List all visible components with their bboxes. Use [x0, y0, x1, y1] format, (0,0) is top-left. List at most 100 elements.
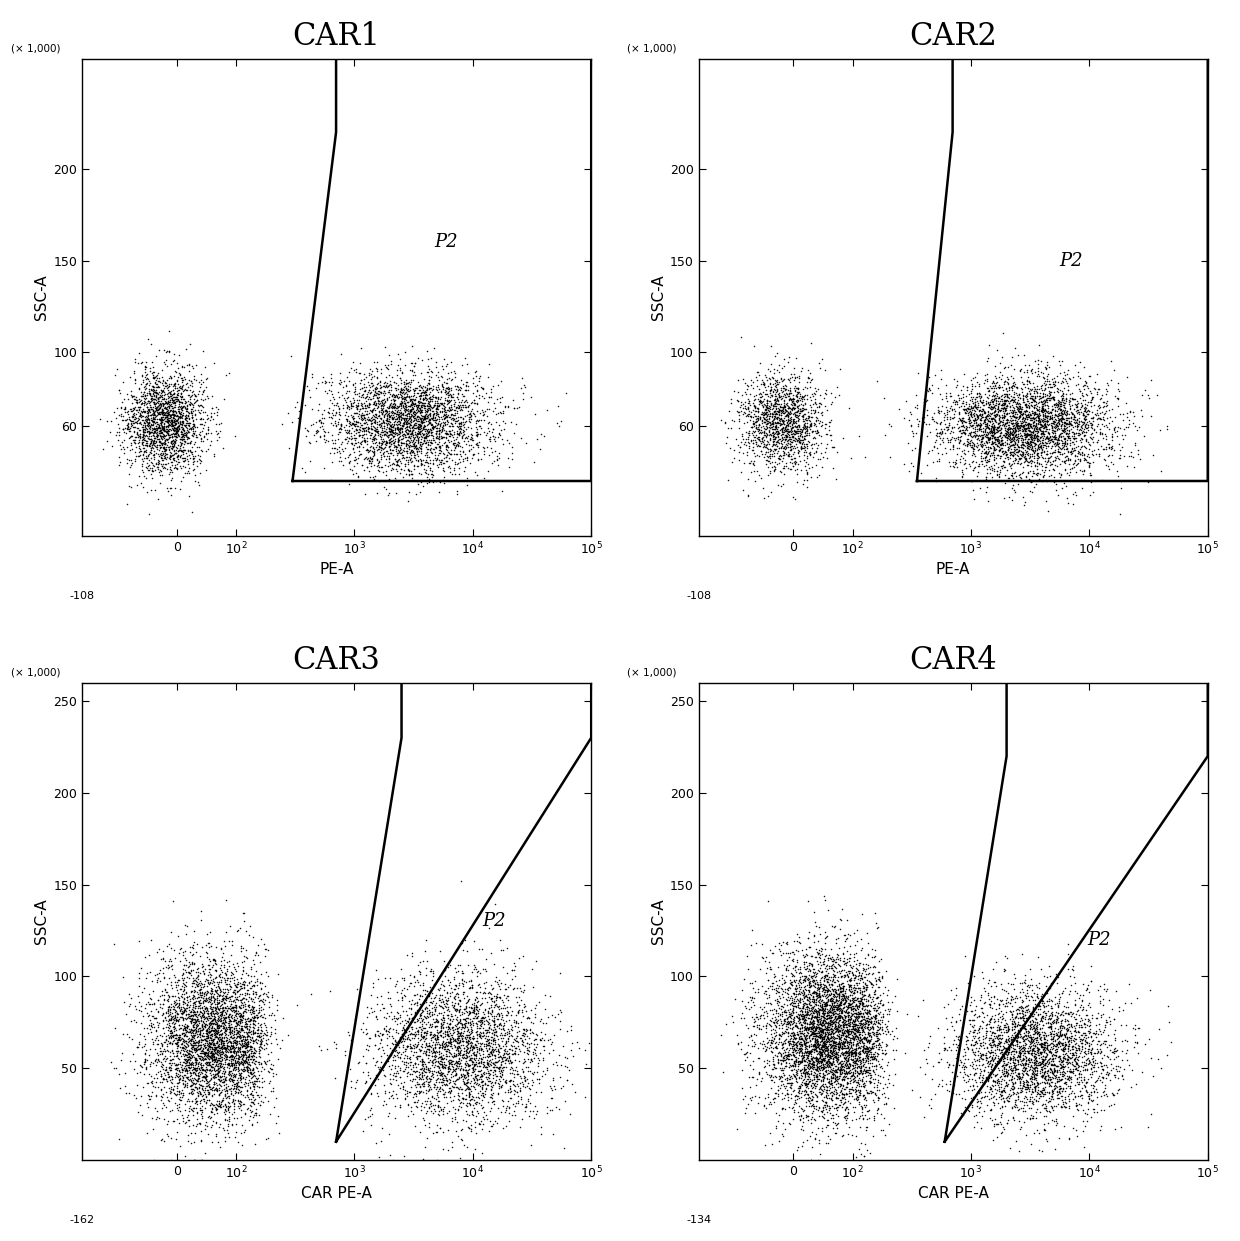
Point — [786, 1060, 806, 1080]
Point — [198, 1046, 218, 1066]
Point — [1076, 414, 1096, 434]
Point — [1044, 1044, 1064, 1064]
Point — [186, 1020, 206, 1040]
Point — [1070, 985, 1090, 1005]
Point — [773, 398, 792, 418]
Point — [481, 997, 501, 1016]
Point — [960, 402, 980, 422]
Point — [1065, 990, 1085, 1010]
Point — [1065, 407, 1085, 427]
Point — [1070, 449, 1090, 469]
Point — [756, 1034, 776, 1054]
Point — [170, 376, 190, 396]
Point — [195, 390, 215, 410]
Point — [1043, 452, 1063, 472]
Point — [1092, 424, 1112, 444]
Point — [1070, 988, 1090, 1008]
Point — [1084, 411, 1104, 431]
Point — [1023, 999, 1043, 1019]
Point — [1052, 1024, 1071, 1044]
Point — [802, 434, 822, 454]
Point — [822, 1003, 842, 1023]
Point — [782, 1031, 802, 1051]
Point — [817, 983, 837, 1003]
Point — [975, 1101, 994, 1121]
Point — [928, 423, 947, 443]
Point — [1018, 1037, 1038, 1057]
Point — [859, 1014, 879, 1034]
Point — [242, 1096, 262, 1116]
Point — [221, 1016, 241, 1036]
Point — [170, 1006, 190, 1026]
Point — [758, 432, 777, 452]
Point — [469, 974, 489, 994]
Point — [441, 413, 461, 433]
Point — [817, 1095, 837, 1114]
Point — [1069, 1075, 1089, 1095]
Point — [758, 418, 777, 438]
Point — [126, 446, 146, 465]
Point — [987, 1039, 1007, 1059]
Point — [1017, 1090, 1037, 1109]
Point — [498, 977, 518, 997]
Point — [1049, 1083, 1069, 1103]
Point — [998, 439, 1018, 459]
Point — [202, 998, 222, 1018]
Point — [954, 433, 973, 453]
Point — [755, 442, 775, 462]
Point — [446, 1000, 466, 1020]
Point — [470, 1026, 490, 1046]
Point — [135, 1029, 155, 1049]
Point — [826, 983, 846, 1003]
Point — [451, 1020, 471, 1040]
Point — [403, 419, 423, 439]
Point — [987, 429, 1007, 449]
Point — [345, 382, 365, 402]
Point — [862, 1008, 882, 1028]
Point — [791, 1041, 811, 1061]
Point — [1008, 390, 1028, 410]
Point — [774, 446, 794, 465]
Point — [990, 1034, 1009, 1054]
Point — [730, 1033, 750, 1052]
Point — [563, 1075, 583, 1095]
Point — [224, 1008, 244, 1028]
Point — [1030, 1044, 1050, 1064]
Point — [1009, 448, 1029, 468]
Point — [123, 431, 143, 450]
Point — [487, 987, 507, 1006]
Point — [436, 993, 456, 1013]
Point — [126, 411, 146, 431]
Point — [771, 1026, 791, 1046]
Point — [739, 999, 759, 1019]
Point — [135, 365, 155, 385]
Point — [980, 1082, 999, 1102]
Point — [867, 1024, 887, 1044]
Point — [425, 1011, 445, 1031]
Point — [250, 1034, 270, 1054]
Point — [993, 1065, 1013, 1085]
Point — [807, 942, 827, 962]
Point — [403, 1070, 423, 1090]
Point — [993, 395, 1013, 414]
Point — [1016, 397, 1035, 417]
Point — [1030, 413, 1050, 433]
Point — [807, 1021, 827, 1041]
Point — [806, 1006, 826, 1026]
Point — [518, 1034, 538, 1054]
Point — [844, 980, 864, 1000]
Point — [384, 408, 404, 428]
Point — [987, 1047, 1007, 1067]
Point — [159, 387, 179, 407]
Point — [526, 1037, 546, 1057]
Point — [465, 1045, 485, 1065]
Point — [838, 1045, 858, 1065]
Point — [983, 988, 1003, 1008]
Point — [237, 1059, 257, 1078]
Point — [862, 1081, 882, 1101]
Point — [744, 395, 764, 414]
Point — [763, 381, 782, 401]
Point — [817, 1013, 837, 1033]
Point — [1038, 1054, 1058, 1073]
Point — [993, 387, 1013, 407]
